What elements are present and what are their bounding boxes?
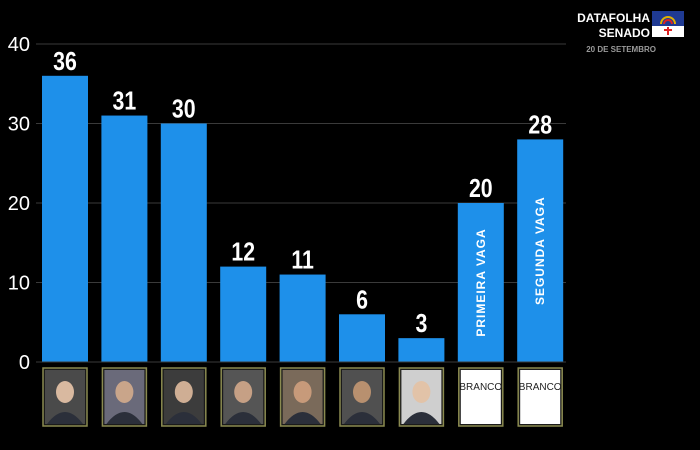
bar <box>279 274 326 362</box>
bar <box>101 115 148 362</box>
bar <box>220 266 267 362</box>
candidate-face <box>293 381 312 403</box>
y-tick-label: 20 <box>8 193 30 215</box>
candidate-suit <box>106 412 143 424</box>
candidate-suit <box>284 412 321 424</box>
y-tick-label: 30 <box>8 114 30 136</box>
blank-vote-card <box>520 370 561 424</box>
data-label: 20 <box>469 174 493 204</box>
y-tick-label: 40 <box>8 34 30 56</box>
candidate-suit <box>403 412 440 424</box>
candidate-face <box>56 381 74 403</box>
candidate-face <box>174 381 193 403</box>
data-label: 11 <box>291 246 314 276</box>
candidate-suit <box>225 412 262 424</box>
bar <box>339 314 385 362</box>
bar <box>517 139 564 362</box>
data-label: 3 <box>415 309 427 339</box>
candidate-face <box>412 381 431 403</box>
bar-inner-label: SEGUNDA VAGA <box>533 196 547 305</box>
bar <box>160 123 207 362</box>
bar-inner-label: PRIMEIRA VAGA <box>474 228 488 336</box>
data-label: 31 <box>113 87 137 117</box>
bar <box>457 203 504 362</box>
bar <box>398 338 445 362</box>
candidate-face <box>353 381 371 403</box>
data-label: 36 <box>53 47 77 77</box>
data-label: 28 <box>528 110 552 140</box>
data-label: 30 <box>172 95 196 125</box>
header-date: 20 DE SETEMBRO <box>586 45 656 54</box>
header-title: DATAFOLHA SENADO <box>577 11 650 41</box>
header-title-line2: SENADO <box>598 26 650 40</box>
candidate-suit <box>344 412 380 424</box>
category-label: BRANCO <box>459 382 502 393</box>
y-tick-label: 10 <box>8 273 30 295</box>
candidate-face <box>234 381 253 403</box>
y-tick-label: 0 <box>19 352 30 374</box>
candidate-suit <box>165 412 202 424</box>
candidate-face <box>115 381 134 403</box>
category-label: BRANCO <box>519 382 562 393</box>
header-title-line1: DATAFOLHA <box>577 11 650 25</box>
candidate-suit <box>47 412 83 424</box>
pernambuco-flag-icon <box>652 11 684 37</box>
bar <box>42 75 88 363</box>
data-label: 6 <box>356 285 368 315</box>
chart-header: DATAFOLHA SENADO 20 DE SETEMBRO <box>564 8 684 56</box>
data-label: 12 <box>231 238 255 268</box>
blank-vote-card <box>460 370 501 424</box>
